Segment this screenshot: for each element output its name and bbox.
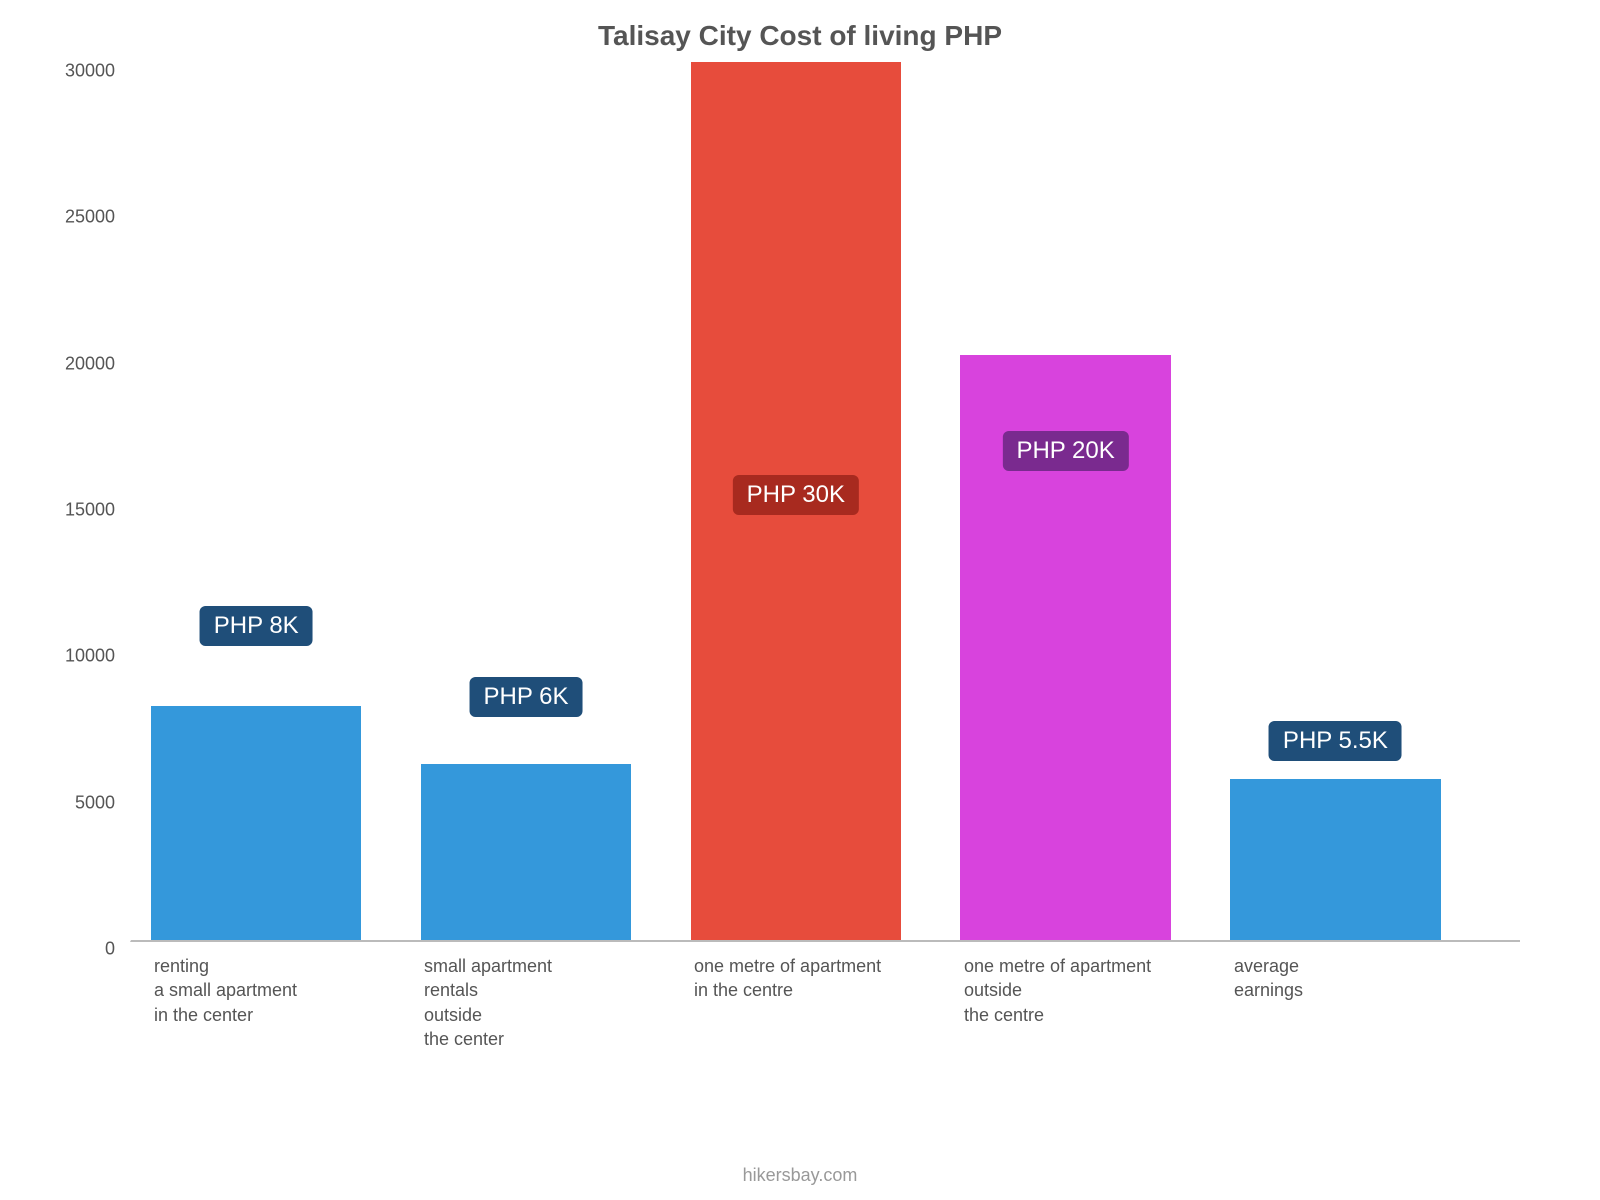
plot-area: 050001000015000200002500030000 PHP 8KPHP… xyxy=(130,62,1520,942)
attribution-text: hikersbay.com xyxy=(0,1165,1600,1186)
chart-container: Talisay City Cost of living PHP 05000100… xyxy=(60,20,1540,1120)
bar: PHP 30K xyxy=(691,62,901,940)
y-tick-label: 30000 xyxy=(55,61,115,82)
x-axis-label: one metre of apartment in the centre xyxy=(690,954,960,1051)
value-badge: PHP 5.5K xyxy=(1269,721,1402,761)
value-badge: PHP 8K xyxy=(200,606,313,646)
x-axis-label: average earnings xyxy=(1230,954,1500,1051)
bar-slot: PHP 20K xyxy=(960,62,1230,940)
bars-region: PHP 8K PHP 6K PHP 30K PHP 20K PHP 5.5K xyxy=(131,62,1520,940)
bar: PHP 6K xyxy=(421,764,631,940)
y-tick-label: 5000 xyxy=(55,792,115,813)
x-axis-labels: renting a small apartment in the centers… xyxy=(130,954,1520,1051)
y-tick-label: 10000 xyxy=(55,646,115,667)
x-axis-label: renting a small apartment in the center xyxy=(150,954,420,1051)
bar-slot: PHP 5.5K xyxy=(1230,62,1500,940)
chart-title: Talisay City Cost of living PHP xyxy=(60,20,1540,52)
value-badge: PHP 30K xyxy=(733,475,859,515)
y-tick-label: 0 xyxy=(55,939,115,960)
y-tick-label: 20000 xyxy=(55,353,115,374)
x-axis-label: one metre of apartment outside the centr… xyxy=(960,954,1230,1051)
value-badge: PHP 6K xyxy=(470,677,583,717)
bar-slot: PHP 8K xyxy=(151,62,421,940)
bar: PHP 20K xyxy=(960,355,1170,940)
y-tick-label: 25000 xyxy=(55,207,115,228)
x-axis-label: small apartment rentals outside the cent… xyxy=(420,954,690,1051)
bar-slot: PHP 6K xyxy=(421,62,691,940)
bar-slot: PHP 30K xyxy=(691,62,961,940)
bar: PHP 8K xyxy=(151,706,361,940)
y-tick-label: 15000 xyxy=(55,500,115,521)
value-badge: PHP 20K xyxy=(1002,431,1128,471)
bar: PHP 5.5K xyxy=(1230,779,1440,940)
y-axis: 050001000015000200002500030000 xyxy=(61,62,121,940)
